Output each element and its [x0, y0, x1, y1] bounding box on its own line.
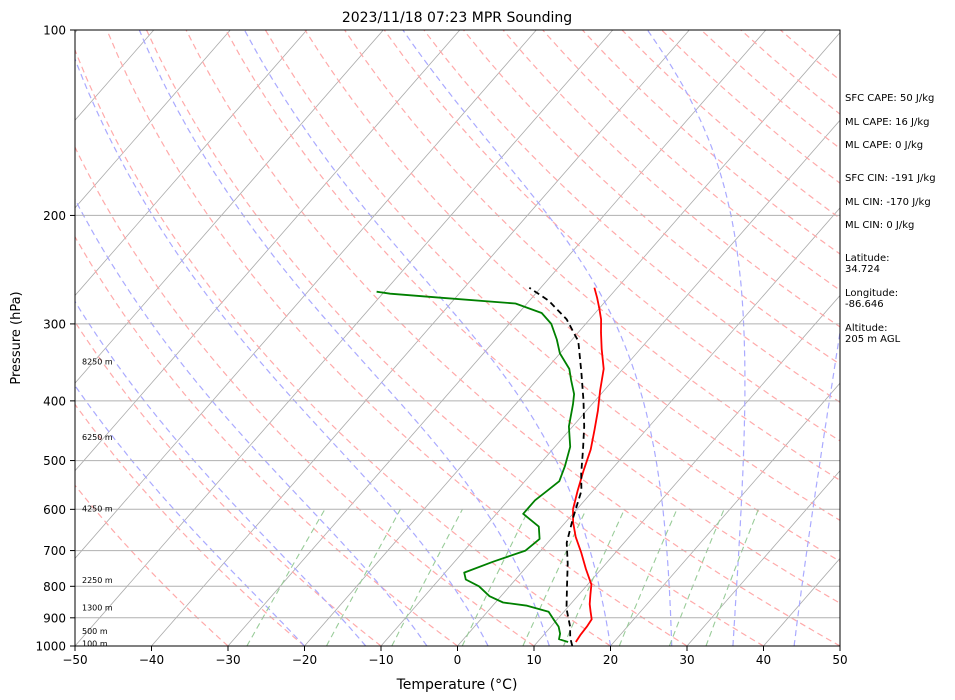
dry-adiabat-line [542, 30, 840, 291]
mixing-ratio-line [246, 509, 326, 646]
y-tick-label: 300 [43, 317, 66, 331]
moist-adiabat-line [647, 30, 746, 646]
isotherm-line [610, 382, 840, 646]
mixing-ratio-line [326, 509, 401, 646]
isotherm-line [380, 119, 840, 646]
dry-adiabat-line [106, 30, 688, 646]
height-label: 100 m [82, 639, 108, 648]
mixing-ratio-line [391, 509, 463, 646]
profile-series-2 [528, 286, 586, 646]
y-tick-label: 800 [43, 580, 66, 594]
isotherm-line [0, 30, 1, 646]
altitude-note: Altitude: 205 m AGL [845, 323, 901, 345]
latitude-note: Latitude: 34.724 [845, 253, 890, 275]
isotherm-line [304, 32, 840, 646]
dry-adiabat-line [264, 30, 840, 563]
moist-adiabat-line [75, 57, 489, 646]
y-tick-label: 600 [43, 503, 66, 517]
ml-cape-note-2: ML CAPE: 0 J/kg [845, 140, 924, 151]
x-tick-label: −30 [215, 653, 240, 667]
sfc-cin-note: SFC CIN: -191 J/kg [845, 173, 936, 184]
dry-adiabat-line [75, 48, 611, 646]
height-label: 500 m [82, 627, 108, 636]
moist-adiabat-line [793, 328, 840, 646]
x-tick-label: 30 [679, 653, 694, 667]
height-label: 2250 m [82, 576, 113, 585]
height-labels: 8250 m 6250 m 4250 m 2250 m 1300 m 500 m 100 m [82, 357, 113, 648]
mixing-ratio-line [461, 509, 530, 646]
x-tick-label: −50 [62, 653, 87, 667]
isotherm-line [75, 30, 384, 384]
x-axis-label: Temperature (°C) [396, 677, 518, 693]
dry-adiabat-line [383, 30, 840, 442]
profile-lines [376, 286, 605, 646]
moist-adiabat-line [138, 30, 550, 646]
isotherm-line [75, 30, 537, 559]
chart-title: 2023/11/18 07:23 MPR Sounding [342, 10, 572, 26]
dry-adiabat-line [75, 484, 229, 646]
height-label: 8250 m [82, 357, 113, 366]
moist-adiabat-line [75, 384, 305, 646]
x-tick-label: 0 [454, 653, 462, 667]
dry-adiabat-line [304, 30, 840, 522]
x-tick-label: −40 [139, 653, 164, 667]
isotherm-line [75, 30, 231, 209]
isotherm-line [75, 30, 461, 472]
y-tick-label: 100 [43, 24, 66, 38]
isotherm-line [227, 30, 767, 646]
isotherm-line [457, 207, 840, 646]
y-tick-label: 700 [43, 544, 66, 558]
longitude-note: Longitude: -86.646 [845, 288, 899, 310]
isotherm-line [686, 470, 840, 646]
moist-adiabat-line [75, 198, 428, 646]
dry-adiabat-line [185, 30, 840, 646]
x-tick-label: −20 [292, 653, 317, 667]
height-label: 1300 m [82, 604, 113, 613]
axes: −50 −40 −30 −20 −10 0 10 20 30 40 50 100 200 300 400 50… [35, 24, 847, 668]
x-tick-label: −10 [368, 653, 393, 667]
sfc-cape-note: SFC CAPE: 50 J/kg [845, 93, 935, 104]
moist-adiabat-line [243, 30, 612, 646]
height-label: 6250 m [82, 433, 113, 442]
dry-adiabat-line [145, 30, 764, 646]
mixing-ratio-line [668, 509, 725, 646]
mixing-ratio-line [618, 509, 678, 646]
moist-adiabat-line [402, 30, 673, 646]
mixing-ratio-line [562, 509, 625, 646]
mixing-ratio-line [705, 509, 759, 646]
isotherm-line [151, 30, 690, 646]
y-tick-label: 200 [43, 209, 66, 223]
profile-series-1 [376, 290, 575, 643]
x-tick-label: 40 [756, 653, 771, 667]
x-tick-label: 10 [526, 653, 541, 667]
y-tick-label: 400 [43, 394, 66, 408]
ml-cape-note: ML CAPE: 16 J/kg [845, 117, 930, 128]
dry-adiabat-line [344, 30, 840, 481]
height-label: 4250 m [82, 504, 113, 513]
dry-adiabat-line [502, 30, 840, 328]
reference-lines [0, 30, 840, 646]
isotherm-line [75, 30, 308, 297]
y-tick-label: 1000 [35, 640, 66, 654]
isotherm-line [75, 30, 614, 646]
x-tick-label: 50 [832, 653, 847, 667]
pressure-grid [75, 214, 840, 619]
dry-adiabat-line [75, 145, 535, 646]
profile-series-0 [572, 287, 605, 643]
y-axis-label: Pressure (hPa) [9, 291, 24, 384]
y-tick-label: 500 [43, 454, 66, 468]
mixing-ratio-line [522, 509, 587, 646]
dry-adiabat-line [75, 235, 458, 646]
isotherm-line [533, 294, 840, 646]
dry-adiabat-line [225, 30, 840, 604]
x-tick-label: 20 [603, 653, 618, 667]
ml-cin-note-2: ML CIN: 0 J/kg [845, 220, 915, 231]
ml-cin-note: ML CIN: -170 J/kg [845, 197, 931, 208]
y-tick-label: 900 [43, 611, 66, 625]
